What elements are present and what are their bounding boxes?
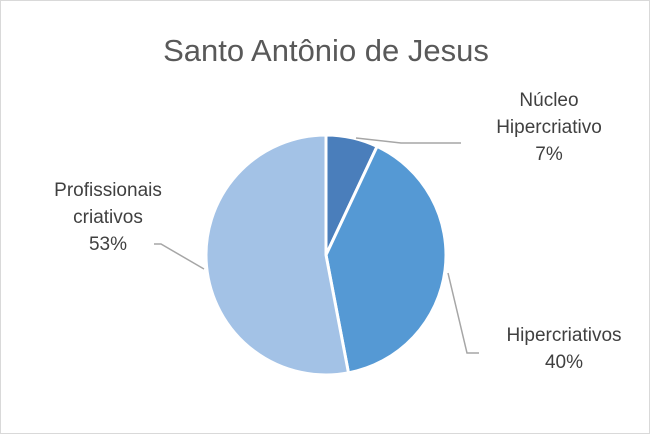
pie-slice-3 [204, 133, 351, 377]
data-label-percent: 7% [535, 144, 563, 165]
data-label-3: Profissionais criativos 53% [54, 180, 162, 255]
chart-title: Santo Antônio de Jesus [163, 33, 489, 68]
data-label-percent: 40% [545, 352, 583, 373]
leader-line-1 [355, 137, 461, 144]
data-label-percent: 53% [89, 234, 127, 255]
leader-line-3 [154, 243, 205, 270]
data-label-1: Núcleo Hipercriativo 7% [496, 90, 602, 165]
data-label-2: Hipercriativos 40% [506, 325, 621, 373]
data-label-category: Hipercriativo [496, 117, 602, 138]
data-label-category: Núcleo [519, 90, 578, 111]
leader-line-2 [447, 272, 479, 354]
data-label-category: Profissionais [54, 180, 162, 201]
pie-slice-2 [324, 144, 448, 375]
data-label-category: criativos [73, 207, 143, 228]
data-label-category: Hipercriativos [506, 325, 621, 346]
